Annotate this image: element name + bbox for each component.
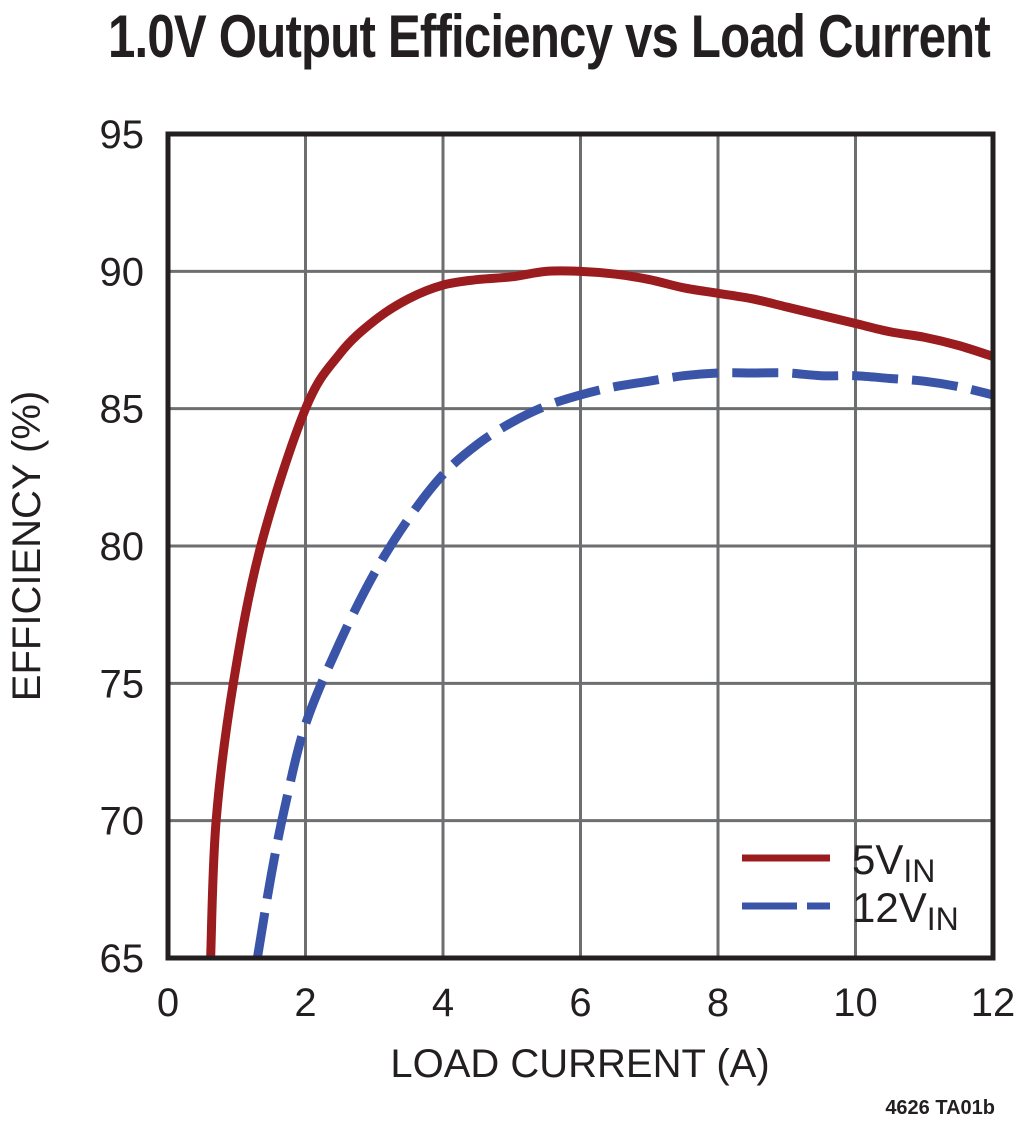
data-series — [206, 266, 993, 958]
x-tick-label: 8 — [707, 981, 729, 1025]
y-tick-label: 90 — [100, 250, 145, 294]
y-tick-label: 95 — [100, 113, 145, 157]
series-line-12v-in — [252, 368, 993, 958]
x-tick-label: 6 — [569, 981, 591, 1025]
legend-label-5v-in: 5VIN — [852, 836, 935, 889]
legend-label-12v-in: 12VIN — [852, 884, 959, 937]
x-axis-label: LOAD CURRENT (A) — [390, 1042, 769, 1086]
series-line-5v-in — [206, 266, 993, 958]
y-tick-label: 70 — [100, 800, 145, 844]
y-tick-label: 85 — [100, 388, 145, 432]
x-tick-label: 4 — [432, 981, 454, 1025]
plot-frame — [165, 131, 996, 961]
y-tick-label: 65 — [100, 937, 145, 981]
x-tick-label: 0 — [157, 981, 179, 1025]
grid-lines — [166, 132, 995, 960]
y-tick-label: 75 — [100, 662, 145, 706]
y-axis-ticks: 65 70 75 80 85 90 95 — [100, 113, 145, 981]
x-axis-ticks: 0 2 4 6 8 10 12 — [157, 981, 1015, 1025]
chart-title: 1.0V Output Efficiency vs Load Current — [108, 3, 991, 70]
figure-code: 4626 TA01b — [885, 1097, 995, 1119]
y-axis-label: EFFICIENCY (%) — [5, 391, 49, 701]
x-tick-label: 10 — [833, 981, 878, 1025]
x-tick-label: 2 — [294, 981, 316, 1025]
y-tick-label: 80 — [100, 525, 145, 569]
x-tick-label: 12 — [971, 981, 1016, 1025]
